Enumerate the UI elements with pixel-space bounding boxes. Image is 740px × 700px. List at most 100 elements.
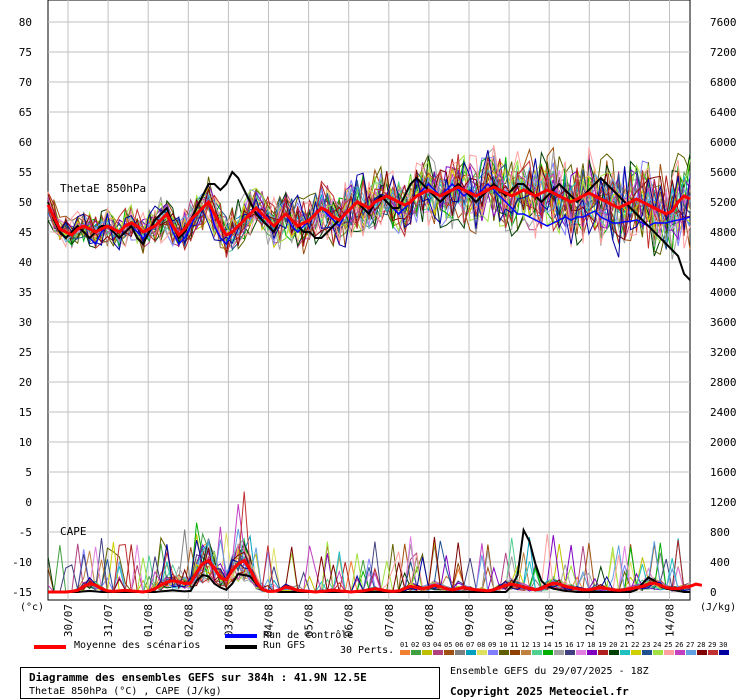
x-tick-label: 10/08 (503, 604, 516, 637)
right-tick-label: 1600 (710, 466, 737, 479)
pert-color-swatch (499, 650, 509, 655)
legend-control-swatch (225, 634, 257, 638)
pert-id-label: 09 (488, 641, 496, 649)
pert-id-label: 15 (554, 641, 562, 649)
pert-id-label: 17 (576, 641, 584, 649)
pert-id-label: 14 (543, 641, 551, 649)
left-axis-unit: (°c) (20, 602, 44, 613)
x-tick-label: 14/08 (664, 604, 677, 637)
left-tick-label: 25 (19, 346, 32, 359)
thetae-mean-line (46, 185, 691, 238)
left-tick-label: 55 (19, 166, 32, 179)
pert-color-swatch (411, 650, 421, 655)
legend-mean-swatch (34, 645, 66, 649)
right-tick-label: 2800 (710, 376, 737, 389)
copyright: Copyright 2025 Meteociel.fr (450, 685, 629, 698)
left-tick-label: 20 (19, 376, 32, 389)
legend-perts-label: 30 Perts. (340, 645, 395, 656)
right-tick-label: 0 (710, 586, 717, 599)
legend-gfs-swatch (225, 645, 257, 649)
pert-id-label: 10 (499, 641, 507, 649)
pert-id-label: 24 (653, 641, 661, 649)
left-tick-label: 60 (19, 136, 32, 149)
x-tick-label: 08/08 (423, 604, 436, 637)
pert-id-label: 04 (433, 641, 441, 649)
pert-color-swatch (609, 650, 619, 655)
thetae-panel-label: ThetaE 850hPa (60, 182, 146, 195)
pert-color-swatch (433, 650, 443, 655)
pert-color-swatch (642, 650, 652, 655)
right-tick-label: 6400 (710, 106, 737, 119)
pert-id-label: 23 (642, 641, 650, 649)
pert-color-swatch (686, 650, 696, 655)
pert-color-swatch (477, 650, 487, 655)
right-tick-label: 5600 (710, 166, 737, 179)
pert-color-swatch (521, 650, 531, 655)
chart-subtitle: ThetaE 850hPa (°C) , CAPE (J/kg) (29, 686, 222, 697)
pert-id-label: 08 (477, 641, 485, 649)
pert-id-label: 30 (719, 641, 727, 649)
left-tick-label: -5 (19, 526, 32, 539)
pert-color-swatch (675, 650, 685, 655)
right-tick-label: 800 (710, 526, 730, 539)
pert-color-swatch (719, 650, 729, 655)
pert-id-label: 16 (565, 641, 573, 649)
pert-color-swatch (697, 650, 707, 655)
pert-id-label: 02 (411, 641, 419, 649)
pert-color-swatch (510, 650, 520, 655)
x-tick-label: 05/08 (303, 604, 316, 637)
pert-color-swatch (488, 650, 498, 655)
right-tick-label: 4800 (710, 226, 737, 239)
right-tick-label: 4000 (710, 286, 737, 299)
left-tick-label: -10 (12, 556, 32, 569)
pert-color-swatch (466, 650, 476, 655)
pert-color-swatch (532, 650, 542, 655)
pert-id-label: 18 (587, 641, 595, 649)
pert-color-swatch (422, 650, 432, 655)
legend-mean-label: Moyenne des scénarios (74, 640, 201, 651)
x-tick-label: 04/08 (263, 604, 276, 637)
pert-id-label: 07 (466, 641, 474, 649)
pert-color-swatch (708, 650, 718, 655)
pert-id-label: 29 (708, 641, 716, 649)
left-tick-label: -15 (12, 586, 32, 599)
pert-color-swatch (455, 650, 465, 655)
pert-color-swatch (653, 650, 663, 655)
legend-gfs-label: Run GFS (263, 640, 306, 651)
right-axis-unit: (J/kg) (700, 602, 736, 613)
pert-id-label: 20 (609, 641, 617, 649)
left-tick-label: 30 (19, 316, 32, 329)
pert-color-swatch (587, 650, 597, 655)
pert-id-label: 01 (400, 641, 408, 649)
right-tick-label: 2000 (710, 436, 737, 449)
pert-color-swatch (631, 650, 641, 655)
run-info: Ensemble GEFS du 29/07/2025 - 18Z (450, 666, 649, 677)
left-tick-label: 0 (25, 496, 32, 509)
legend-control-label: Run de contrôle (263, 630, 354, 641)
right-tick-label: 3200 (710, 346, 737, 359)
left-tick-label: 45 (19, 226, 32, 239)
pert-id-label: 11 (510, 641, 518, 649)
left-tick-label: 15 (19, 406, 32, 419)
right-tick-label: 5200 (710, 196, 737, 209)
pert-id-label: 05 (444, 641, 452, 649)
pert-id-label: 28 (697, 641, 705, 649)
left-tick-label: 35 (19, 286, 32, 299)
left-tick-label: 5 (25, 466, 32, 479)
pert-id-label: 06 (455, 641, 463, 649)
pert-id-label: 26 (675, 641, 683, 649)
x-tick-label: 31/07 (102, 604, 115, 637)
pert-id-label: 12 (521, 641, 529, 649)
info-box: Diagramme des ensembles GEFS sur 384h : … (20, 667, 440, 699)
cape-gfs-line (48, 526, 690, 593)
left-tick-label: 75 (19, 46, 32, 59)
right-tick-label: 400 (710, 556, 730, 569)
thetae-perturbation-line (47, 167, 691, 241)
thetae-perturbation-line (47, 144, 691, 249)
x-tick-label: 03/08 (222, 604, 235, 637)
right-tick-label: 6800 (710, 76, 737, 89)
left-tick-label: 70 (19, 76, 32, 89)
pert-color-swatch (620, 650, 630, 655)
pert-id-label: 21 (620, 641, 628, 649)
